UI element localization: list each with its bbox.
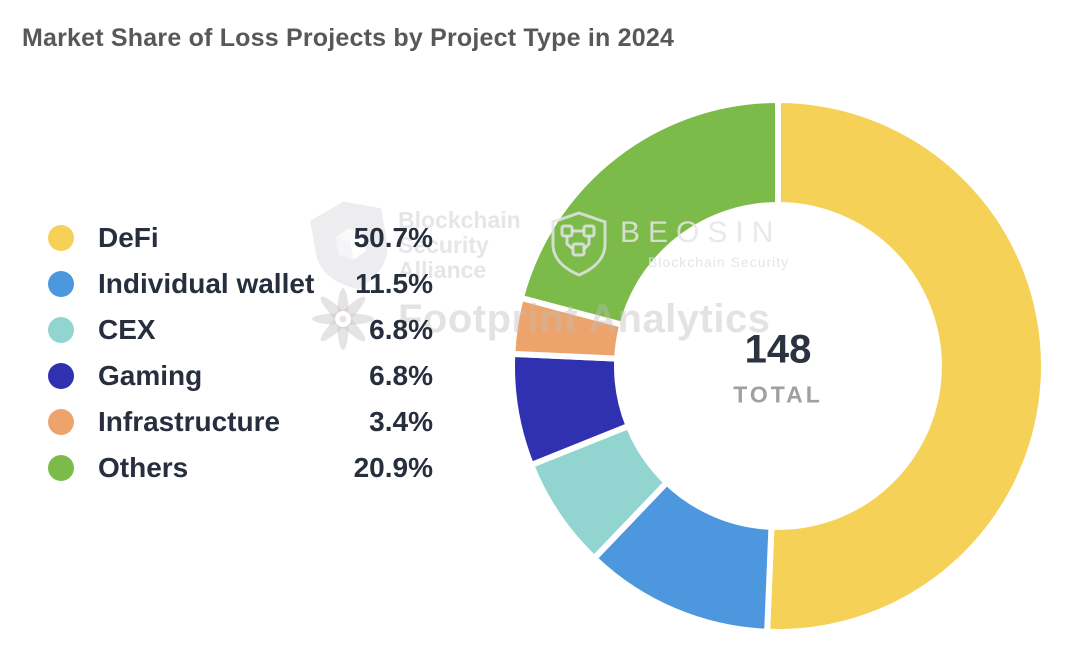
total-label: TOTAL — [733, 381, 823, 408]
chart-title: Market Share of Loss Projects by Project… — [22, 24, 675, 52]
legend-label: Gaming — [98, 360, 203, 391]
legend-item-others[interactable]: Others 20.9% — [48, 452, 433, 484]
legend-label: Individual wallet — [98, 268, 315, 299]
donut-center-text: 148 TOTAL — [733, 328, 823, 409]
donut-chart — [498, 86, 1058, 646]
legend-item-gaming[interactable]: Gaming 6.8% — [48, 360, 433, 392]
legend-value: 50.7% — [353, 222, 433, 253]
legend-label: CEX — [98, 314, 156, 345]
donut-svg — [509, 97, 1047, 635]
legend-swatch-gaming — [48, 363, 74, 389]
legend-value: 6.8% — [369, 314, 433, 345]
legend-item-infrastructure[interactable]: Infrastructure 3.4% — [48, 406, 433, 438]
chart-legend: DeFi 50.7% Individual wallet 11.5% CEX 6… — [48, 222, 433, 498]
legend-swatch-cex — [48, 317, 74, 343]
legend-value: 20.9% — [353, 452, 433, 483]
legend-swatch-others — [48, 455, 74, 481]
donut-slice-others[interactable] — [517, 97, 781, 328]
legend-item-individual-wallet[interactable]: Individual wallet 11.5% — [48, 268, 433, 300]
legend-swatch-infrastructure — [48, 409, 74, 435]
donut-slice-defi[interactable] — [764, 97, 1047, 635]
legend-label: DeFi — [98, 222, 159, 253]
legend-label: Others — [98, 452, 189, 483]
legend-swatch-defi — [48, 225, 74, 251]
legend-value: 11.5% — [355, 268, 433, 299]
legend-swatch-individual-wallet — [48, 271, 74, 297]
legend-value: 3.4% — [369, 406, 433, 437]
legend-label: Infrastructure — [98, 406, 281, 437]
total-value: 148 — [744, 327, 812, 372]
legend-value: 6.8% — [369, 360, 433, 391]
legend-item-defi[interactable]: DeFi 50.7% — [48, 222, 433, 254]
legend-item-cex[interactable]: CEX 6.8% — [48, 314, 433, 346]
